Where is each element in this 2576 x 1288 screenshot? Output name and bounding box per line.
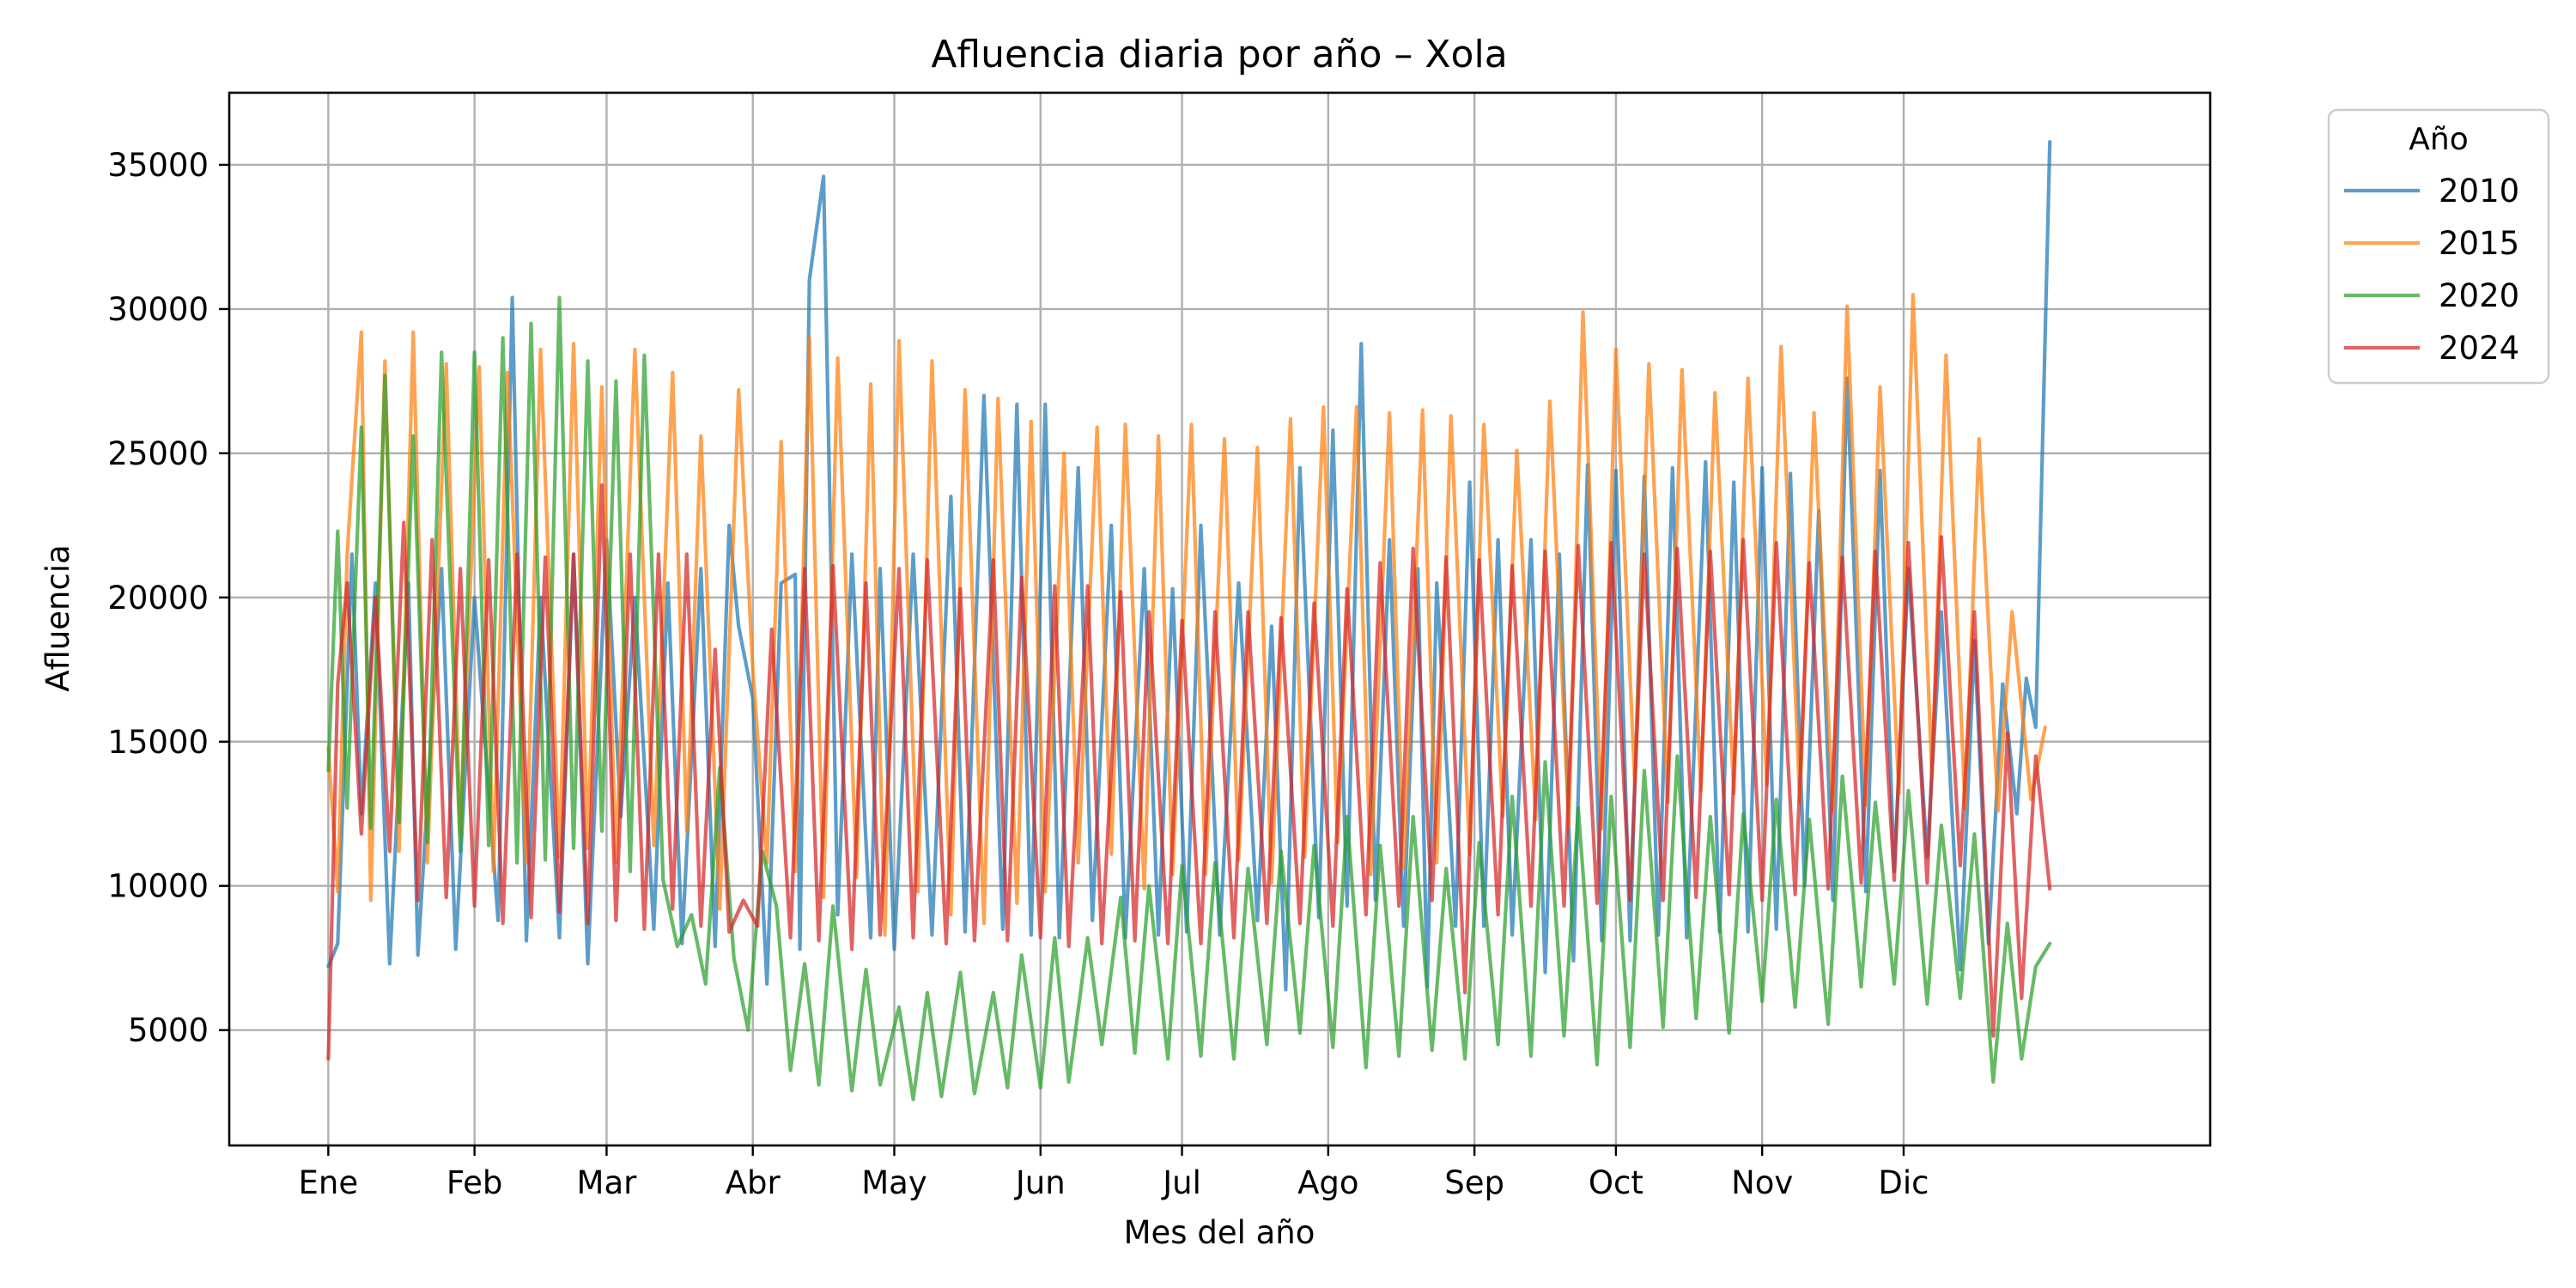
legend-label-2024: 2024: [2439, 330, 2519, 367]
y-tick-label: 5000: [128, 1012, 209, 1049]
series-layer: [326, 140, 2052, 1102]
chart-title: Afluencia diaria por año – Xola: [931, 33, 1507, 76]
series-line-2024: [326, 483, 2052, 1061]
legend-items: 2010 2015 2020 2024: [2344, 173, 2519, 367]
x-tick-label: Sep: [1444, 1164, 1504, 1201]
y-tick-label: 35000: [107, 147, 209, 184]
legend-title: Año: [2409, 122, 2468, 157]
y-tick-label: 20000: [107, 580, 209, 617]
y-axis-label: Afluencia: [39, 544, 76, 692]
y-axis: 5000 10000 15000 20000 25000 30000 35000: [107, 147, 229, 1049]
plot-frame: [228, 91, 2212, 1147]
legend-label-2010: 2010: [2439, 173, 2519, 210]
x-tick-label: Nov: [1731, 1164, 1793, 1201]
x-tick-label: Feb: [447, 1164, 503, 1201]
legend-label-2020: 2020: [2439, 277, 2519, 314]
x-tick-label: Dic: [1878, 1164, 1929, 1201]
series-line-2015: [326, 293, 2047, 937]
x-tick-label: Ene: [299, 1164, 359, 1201]
x-axis: Ene Feb Mar Abr May Jun Jul Ago Sep Oct Nov Dic: [299, 1145, 1929, 1201]
series-line-2020: [326, 295, 2052, 1102]
y-tick-label: 25000: [107, 435, 209, 472]
y-tick-label: 30000: [107, 291, 209, 328]
legend-box: [2327, 108, 2550, 385]
x-tick-label: Jul: [1161, 1164, 1201, 1201]
x-tick-label: Mar: [577, 1164, 638, 1201]
grid: [229, 93, 2210, 1145]
y-tick-label: 10000: [107, 868, 209, 905]
x-tick-label: Abr: [726, 1164, 781, 1201]
x-tick-label: Jun: [1014, 1164, 1066, 1201]
x-axis-label: Mes del año: [1124, 1214, 1315, 1251]
x-tick-label: May: [861, 1164, 927, 1201]
x-tick-label: Oct: [1589, 1164, 1643, 1201]
x-tick-label: Ago: [1297, 1164, 1358, 1201]
y-tick-label: 15000: [107, 724, 209, 761]
legend-label-2015: 2015: [2439, 225, 2519, 262]
legend: Año 2010 2015 2020 2024: [2327, 108, 2550, 385]
